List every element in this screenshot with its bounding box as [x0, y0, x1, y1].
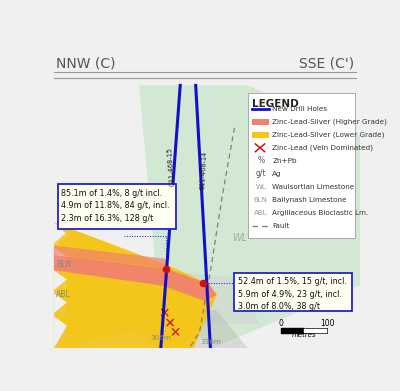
Polygon shape — [252, 132, 269, 138]
Text: 0: 0 — [278, 319, 283, 328]
Polygon shape — [54, 255, 217, 301]
Polygon shape — [54, 222, 217, 348]
Text: BLN: BLN — [254, 197, 268, 203]
Text: metres: metres — [292, 332, 316, 338]
Text: WL: WL — [256, 184, 266, 190]
Text: 336m: 336m — [200, 339, 221, 345]
Text: G11-468-15: G11-468-15 — [167, 147, 176, 186]
Text: 85.1m of 1.4%, 8 g/t incl.
4.9m of 11.8%, 84 g/t, incl.
2.3m of 16.3%, 128 g/t: 85.1m of 1.4%, 8 g/t incl. 4.9m of 11.8%… — [61, 188, 169, 222]
FancyBboxPatch shape — [58, 184, 176, 229]
Text: LEGEND: LEGEND — [252, 99, 299, 109]
Text: %: % — [257, 156, 264, 165]
Text: 100: 100 — [320, 319, 335, 328]
Text: WL: WL — [232, 233, 247, 243]
Polygon shape — [54, 292, 248, 348]
FancyBboxPatch shape — [248, 93, 354, 238]
Text: 306m: 306m — [150, 335, 171, 341]
Text: New Drill Holes: New Drill Holes — [272, 106, 328, 111]
Text: BLN: BLN — [56, 260, 71, 269]
FancyBboxPatch shape — [234, 273, 352, 311]
Text: Argillaceous Bioclastic Lm.: Argillaceous Bioclastic Lm. — [272, 210, 369, 216]
Text: G11-468-14: G11-468-14 — [199, 151, 208, 190]
Polygon shape — [54, 261, 259, 324]
Text: Zn+Pb: Zn+Pb — [272, 158, 297, 164]
Polygon shape — [54, 246, 170, 269]
Text: Fault: Fault — [272, 223, 290, 230]
Text: g/t: g/t — [256, 169, 266, 178]
Text: 52.4m of 1.5%, 15 g/t, incl.
5.9m of 4.9%, 23 g/t, incl.
3.0m of 8.0%, 38 g/t: 52.4m of 1.5%, 15 g/t, incl. 5.9m of 4.9… — [238, 277, 346, 311]
Polygon shape — [54, 222, 217, 348]
Polygon shape — [52, 222, 67, 348]
Text: Zinc-Lead (Vein Dominated): Zinc-Lead (Vein Dominated) — [272, 145, 374, 151]
Polygon shape — [139, 85, 360, 348]
Text: Zinc-Lead-Silver (Lower Grade): Zinc-Lead-Silver (Lower Grade) — [272, 131, 385, 138]
Text: Ballynash Limestone: Ballynash Limestone — [272, 197, 347, 203]
Text: Waulsortian Limestone: Waulsortian Limestone — [272, 184, 355, 190]
Text: ABL: ABL — [56, 291, 71, 300]
Text: NNW (C): NNW (C) — [56, 57, 116, 71]
Text: Zinc-Lead-Silver (Higher Grade): Zinc-Lead-Silver (Higher Grade) — [272, 118, 387, 125]
Text: Ag: Ag — [272, 171, 282, 177]
Text: SSE (C'): SSE (C') — [299, 57, 354, 71]
Polygon shape — [252, 118, 269, 125]
Text: ABL: ABL — [254, 210, 268, 216]
